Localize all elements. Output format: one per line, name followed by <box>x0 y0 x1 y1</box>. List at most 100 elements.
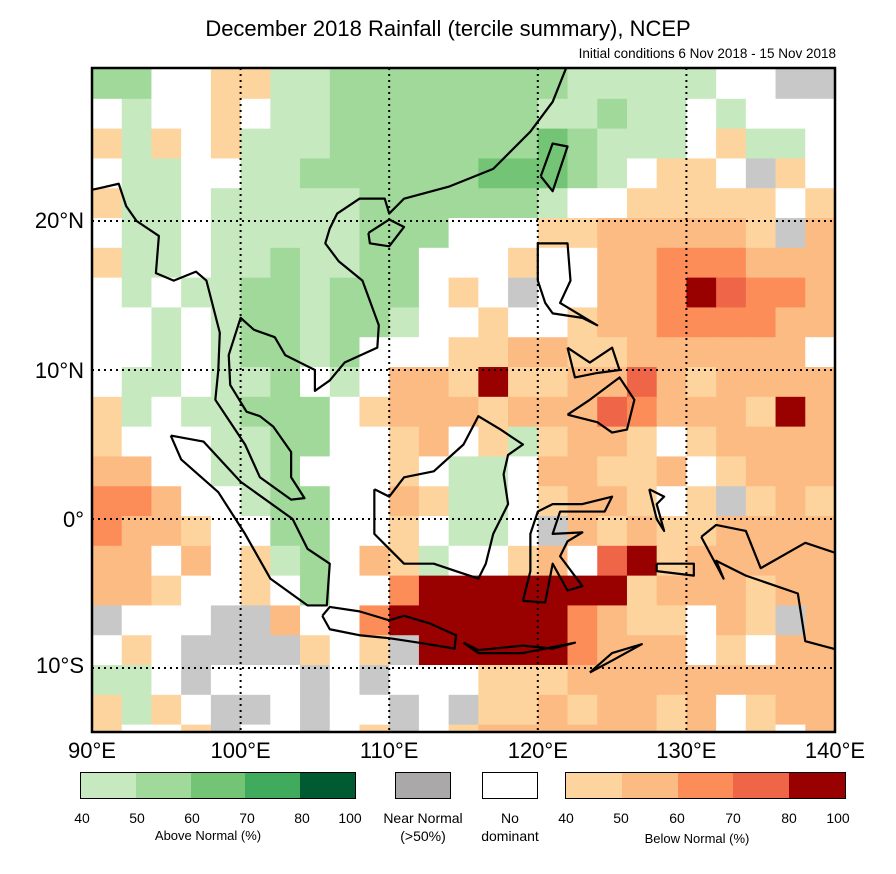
grid-cell <box>181 635 212 666</box>
grid-cell <box>121 277 152 308</box>
tick-label: 70 <box>239 810 255 826</box>
grid-cell <box>448 188 479 219</box>
grid-cell <box>210 98 242 130</box>
swatch <box>677 773 734 798</box>
grid-cell <box>508 665 539 696</box>
grid-cell <box>121 724 152 732</box>
grid-cell <box>626 605 658 636</box>
grid-cell <box>745 635 777 666</box>
grid-cell <box>686 158 717 189</box>
grid-cell <box>626 277 658 308</box>
grid-cell <box>775 516 806 547</box>
grid-cell <box>418 367 450 398</box>
grid-cell <box>478 367 509 398</box>
grid-cell <box>716 218 747 249</box>
grid-cell <box>508 486 539 517</box>
grid-cell <box>508 218 539 249</box>
chart-title: December 2018 Rainfall (tercile summary)… <box>205 16 691 41</box>
grid-cell <box>181 247 212 279</box>
grid-cell <box>537 605 569 636</box>
grid-cell <box>716 694 747 726</box>
grid-cell <box>597 516 628 547</box>
grid-cell <box>448 486 479 517</box>
tick-label: 100 <box>826 810 850 826</box>
grid-cell <box>210 69 242 100</box>
grid-cell <box>656 218 687 249</box>
grid-cell <box>478 694 509 726</box>
grid-cell <box>210 694 242 726</box>
graticule <box>92 68 835 732</box>
grid-cell <box>92 635 123 666</box>
grid-cell <box>805 247 835 279</box>
tick-label: 80 <box>294 810 310 826</box>
grid-cell <box>508 605 539 636</box>
grid-cell <box>359 247 390 279</box>
grid-cell <box>181 605 212 636</box>
near-normal-sublabel: (>50%) <box>400 828 446 844</box>
grid-cell <box>686 516 717 547</box>
grid-cell <box>329 307 360 338</box>
grid-cell <box>656 277 687 308</box>
grid-cell <box>805 128 835 159</box>
grid-cell <box>181 545 212 577</box>
grid-cell <box>389 158 420 189</box>
grid-cell <box>329 575 360 606</box>
grid-cell <box>656 426 687 457</box>
grid-cell <box>448 545 479 577</box>
grid-cell <box>418 128 450 159</box>
grid-cell <box>181 516 212 547</box>
grid-cell <box>597 277 628 308</box>
grid-cell <box>389 724 420 732</box>
grid-cell <box>418 396 450 428</box>
grid-cell <box>389 337 420 368</box>
lon-label: 120°E <box>508 738 568 763</box>
grid-cell <box>686 724 717 732</box>
grid-cell <box>686 694 717 726</box>
grid-cell <box>537 396 569 428</box>
grid-cell <box>537 694 569 726</box>
grid-cell <box>329 635 360 666</box>
grid-cell <box>745 724 777 732</box>
grid-cell <box>121 98 152 130</box>
grid-cell <box>329 456 360 487</box>
grid-cell <box>270 188 301 219</box>
grid-cell <box>597 158 628 189</box>
grid-cell <box>92 396 123 428</box>
grid-cell <box>210 545 242 577</box>
grid-cell <box>240 396 271 428</box>
grid-cell <box>805 188 835 219</box>
grid-cell <box>656 307 687 338</box>
grid-cell <box>448 277 479 308</box>
grid-cell <box>121 516 152 547</box>
grid-cell <box>210 128 242 159</box>
grid-cell <box>151 724 182 732</box>
coastline-luzon <box>536 242 599 327</box>
grid-cell <box>656 367 687 398</box>
grid-cell <box>210 575 242 606</box>
lon-label: 90°E <box>68 738 116 763</box>
grid-cell <box>389 426 420 457</box>
grid-cell <box>448 694 479 726</box>
grid-cell <box>92 516 123 547</box>
grid-cell <box>389 516 420 547</box>
grid-cell <box>775 694 806 726</box>
grid-cell <box>359 98 390 130</box>
grid-cell <box>329 516 360 547</box>
grid-cell <box>240 635 271 666</box>
grid-cell <box>775 188 806 219</box>
tick-label: 60 <box>669 810 685 826</box>
grid-cell <box>745 98 777 130</box>
below-normal-colorbar <box>565 772 846 799</box>
grid-cell <box>626 218 658 249</box>
tick-label: 100 <box>338 810 362 826</box>
grid-cell <box>597 128 628 159</box>
grid-cell <box>181 188 212 219</box>
grid-cell <box>567 694 598 726</box>
grid-cell <box>805 665 835 696</box>
grid-cell <box>418 277 450 308</box>
grid-cell <box>359 545 390 577</box>
grid-cell <box>597 218 628 249</box>
grid-cell <box>567 188 598 219</box>
grid-cell <box>805 516 835 547</box>
swatch <box>566 773 622 798</box>
